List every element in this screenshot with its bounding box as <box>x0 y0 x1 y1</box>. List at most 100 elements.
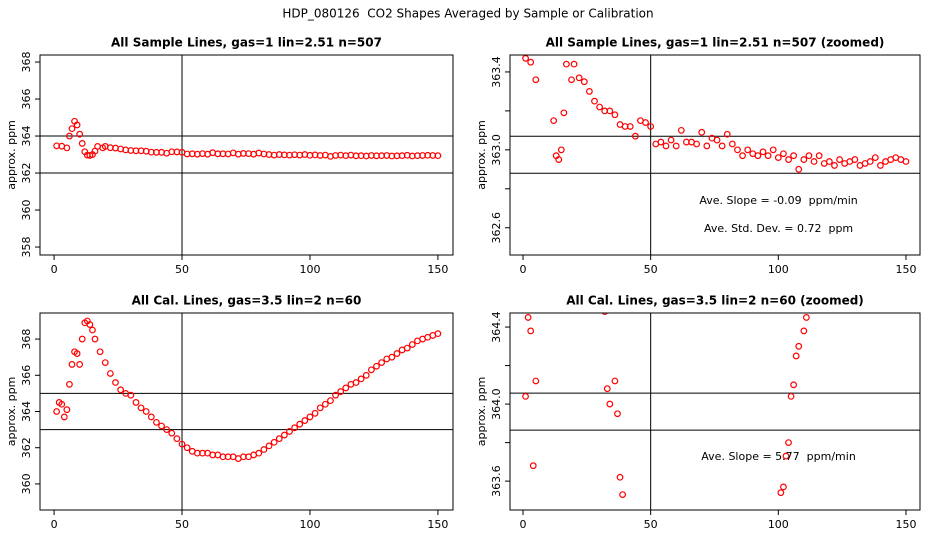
point <box>311 409 319 417</box>
x-tick-label: 50 <box>644 518 658 531</box>
point <box>785 439 792 447</box>
point <box>877 162 884 169</box>
plot-frame <box>509 54 921 256</box>
point <box>532 377 540 385</box>
point <box>132 399 140 406</box>
point <box>327 397 334 405</box>
point <box>759 148 767 156</box>
point <box>550 117 558 125</box>
point <box>667 136 675 144</box>
point <box>603 385 611 393</box>
points <box>53 117 442 160</box>
point <box>614 410 621 418</box>
point <box>117 386 125 394</box>
point <box>168 429 176 437</box>
point <box>790 381 798 389</box>
point <box>434 152 442 160</box>
point <box>810 158 818 165</box>
figure-title: HDP_080126 CO2 Shapes Averaged by Sample… <box>282 7 653 21</box>
point <box>563 60 570 68</box>
plot-frame <box>39 312 454 511</box>
point <box>352 379 360 386</box>
point <box>378 359 386 367</box>
point <box>101 359 109 367</box>
point <box>529 462 537 470</box>
point <box>777 489 785 497</box>
point <box>866 158 874 165</box>
point <box>606 107 614 115</box>
point <box>585 88 593 95</box>
point <box>815 152 823 160</box>
point <box>606 400 614 408</box>
point <box>626 123 634 130</box>
point <box>362 371 370 379</box>
point <box>270 438 278 446</box>
annotation: Ave. Slope = -0.09 ppm/min <box>699 194 857 207</box>
y-axis-label: approx. ppm <box>475 120 488 190</box>
y-tick-label: 364.0 <box>490 388 503 420</box>
point <box>96 348 104 356</box>
point <box>53 408 61 415</box>
point <box>357 375 365 383</box>
point <box>321 400 329 408</box>
point <box>316 404 324 412</box>
panel-title: All Sample Lines, gas=1 lin=2.51 n=507 (… <box>546 36 885 50</box>
point <box>86 321 94 328</box>
panel-title: All Cal. Lines, gas=3.5 lin=2 n=60 <box>132 294 362 308</box>
y-tick-label: 366 <box>20 365 33 386</box>
y-tick-label: 360 <box>20 473 33 494</box>
panel: All Sample Lines, gas=1 lin=2.51 n=507 ap… <box>5 36 454 276</box>
x-tick-label: 150 <box>895 263 916 276</box>
points <box>522 55 910 173</box>
point <box>291 424 299 432</box>
point <box>836 156 843 163</box>
point <box>557 146 565 154</box>
point <box>73 121 81 129</box>
point <box>703 142 711 150</box>
point <box>63 406 71 414</box>
point <box>153 418 160 426</box>
point <box>301 417 309 424</box>
y-axis-label: approx. ppm <box>5 120 18 190</box>
y-tick-label: 362 <box>20 437 33 458</box>
point <box>601 313 608 316</box>
point <box>851 156 859 163</box>
point <box>522 392 529 400</box>
x-tick-label: 100 <box>299 263 320 276</box>
points <box>53 317 442 462</box>
point <box>693 140 701 148</box>
panel-title: All Cal. Lines, gas=3.5 lin=2 n=60 (zoom… <box>566 294 864 308</box>
point <box>522 55 529 62</box>
point <box>596 103 604 111</box>
point <box>527 327 535 335</box>
point <box>68 361 76 368</box>
x-tick-label: 150 <box>427 518 448 531</box>
points <box>522 313 810 498</box>
x-tick-label: 150 <box>427 263 448 276</box>
x-tick-label: 0 <box>520 518 527 531</box>
point <box>78 140 86 147</box>
panel-title: All Sample Lines, gas=1 lin=2.51 n=507 <box>111 36 382 50</box>
point <box>616 473 624 481</box>
y-tick-label: 364 <box>20 126 33 147</box>
point <box>591 97 598 105</box>
point <box>769 146 777 154</box>
annotation: Ave. Std. Dev. = 0.72 ppm <box>704 222 853 235</box>
point <box>296 420 304 428</box>
y-tick-label: 368 <box>20 329 33 350</box>
point <box>163 426 171 434</box>
y-tick-label: 366 <box>20 89 33 110</box>
point <box>825 158 833 165</box>
point <box>68 125 76 133</box>
point <box>774 154 782 162</box>
x-tick-label: 150 <box>895 518 916 531</box>
point <box>260 446 268 453</box>
y-tick-label: 362 <box>20 163 33 184</box>
point <box>286 428 293 435</box>
point <box>790 152 798 160</box>
point <box>787 392 795 400</box>
x-tick-label: 0 <box>51 518 58 531</box>
point <box>173 435 181 443</box>
point <box>580 78 588 86</box>
